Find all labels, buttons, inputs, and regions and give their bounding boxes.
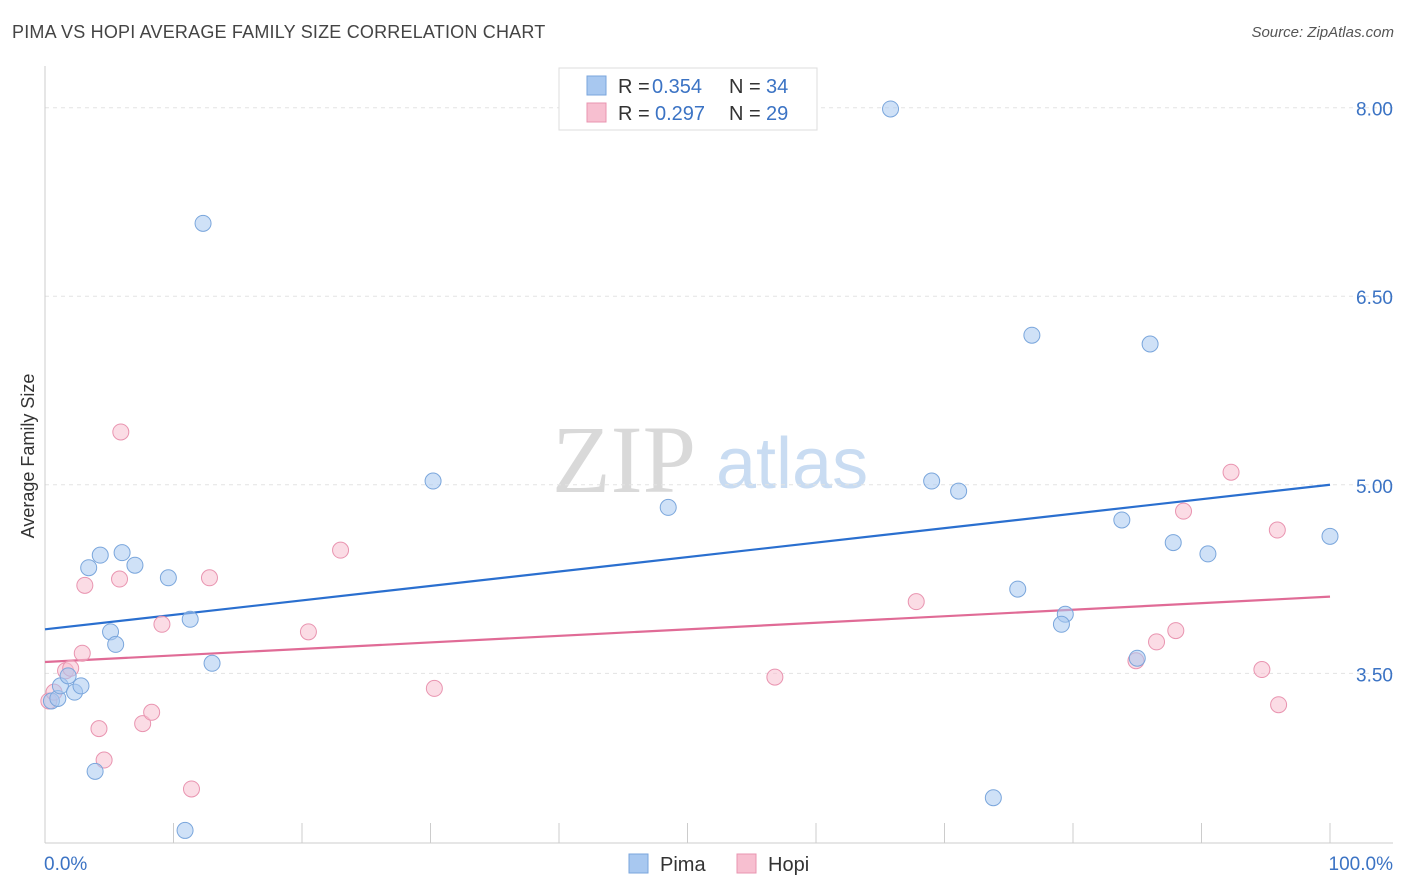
legend-hopi-n-label: N = bbox=[729, 103, 761, 125]
point-hopi bbox=[1253, 661, 1271, 679]
point-pima bbox=[1164, 534, 1182, 552]
point-pima bbox=[1023, 326, 1041, 344]
point-hopi bbox=[1148, 633, 1166, 651]
source-label: Source: ZipAtlas.com bbox=[1251, 24, 1394, 41]
point-pima bbox=[984, 789, 1002, 807]
point-hopi bbox=[143, 703, 161, 721]
point-hopi bbox=[95, 751, 113, 769]
point-hopi bbox=[73, 644, 91, 662]
trend-line-hopi bbox=[44, 595, 1331, 664]
point-hopi bbox=[134, 715, 152, 733]
point-hopi bbox=[153, 615, 171, 633]
point-pima bbox=[1141, 335, 1159, 353]
legend-bottom: Pima Hopi bbox=[628, 853, 809, 876]
legend-hopi-n-value: 29 bbox=[766, 103, 788, 125]
point-hopi bbox=[907, 593, 925, 611]
y-tick-label: 8.00 bbox=[1356, 100, 1393, 121]
point-hopi bbox=[332, 541, 350, 559]
y-tick-label: 5.00 bbox=[1356, 477, 1393, 498]
point-hopi bbox=[425, 679, 443, 697]
legend-top: R = 0.354 N = 34 R = 0.297 N = 29 bbox=[558, 67, 818, 131]
y-tick-label: 3.50 bbox=[1356, 665, 1393, 686]
point-pima bbox=[1321, 527, 1339, 545]
point-hopi bbox=[111, 570, 129, 588]
legend-swatch-pima bbox=[586, 75, 607, 96]
legend-pima-r-label: R = bbox=[618, 76, 650, 98]
legend-pima-n-value: 34 bbox=[766, 76, 788, 98]
legend-bottom-hopi: Hopi bbox=[768, 854, 809, 876]
watermark-atlas: atlas bbox=[716, 424, 868, 504]
point-hopi bbox=[90, 720, 108, 738]
point-pima bbox=[72, 677, 90, 695]
legend-bottom-swatch-pima bbox=[628, 853, 649, 874]
point-pima bbox=[181, 610, 199, 628]
point-pima bbox=[59, 667, 77, 685]
point-hopi bbox=[1270, 696, 1288, 714]
y-tick-labels: 3.50 5.00 6.50 8.00 bbox=[1356, 100, 1393, 687]
point-pima bbox=[659, 498, 677, 516]
point-pima bbox=[107, 635, 125, 653]
point-pima bbox=[91, 546, 109, 564]
y-tick-label: 6.50 bbox=[1356, 288, 1393, 309]
point-pima bbox=[1128, 649, 1146, 667]
point-pima bbox=[950, 482, 968, 500]
gridlines bbox=[45, 107, 1393, 674]
point-pima bbox=[1052, 615, 1070, 633]
legend-hopi-r-label: R = bbox=[618, 103, 650, 125]
legend-bottom-pima: Pima bbox=[660, 854, 706, 876]
point-hopi bbox=[1268, 521, 1286, 539]
point-pima bbox=[126, 556, 144, 574]
point-pima bbox=[923, 472, 941, 490]
legend-hopi-r-value: 0.297 bbox=[655, 103, 705, 125]
point-pima bbox=[1113, 511, 1131, 529]
x-tick-label-min: 0.0% bbox=[44, 854, 87, 875]
point-pima bbox=[86, 762, 104, 780]
point-pima bbox=[159, 569, 177, 587]
point-hopi bbox=[299, 623, 317, 641]
point-hopi bbox=[1222, 463, 1240, 481]
point-hopi bbox=[76, 576, 94, 594]
point-pima bbox=[1199, 545, 1217, 563]
legend-swatch-hopi bbox=[586, 102, 607, 123]
point-hopi bbox=[200, 569, 218, 587]
point-pima bbox=[176, 821, 194, 839]
trend-line-pima bbox=[44, 483, 1331, 631]
point-hopi bbox=[766, 668, 784, 686]
point-pima bbox=[203, 654, 221, 672]
axes bbox=[44, 66, 1393, 844]
x-tick-label-max: 100.0% bbox=[1329, 854, 1394, 875]
trend-lines bbox=[44, 483, 1331, 664]
point-hopi bbox=[112, 423, 130, 441]
chart-title: PIMA VS HOPI AVERAGE FAMILY SIZE CORRELA… bbox=[12, 22, 546, 42]
point-pima bbox=[194, 214, 212, 232]
legend-bottom-swatch-hopi bbox=[736, 853, 757, 874]
point-hopi bbox=[182, 780, 200, 798]
legend-pima-n-label: N = bbox=[729, 76, 761, 98]
legend-pima-r-value: 0.354 bbox=[652, 76, 702, 98]
point-hopi bbox=[1175, 502, 1193, 520]
y-axis-label: Average Family Size bbox=[18, 374, 38, 539]
data-points bbox=[40, 100, 1339, 839]
watermark-zip: ZIP bbox=[552, 406, 696, 513]
point-pima bbox=[882, 100, 900, 118]
point-pima bbox=[1009, 580, 1027, 598]
point-hopi bbox=[1167, 622, 1185, 640]
point-pima bbox=[80, 559, 98, 577]
point-pima bbox=[113, 544, 131, 562]
point-pima bbox=[424, 472, 442, 490]
